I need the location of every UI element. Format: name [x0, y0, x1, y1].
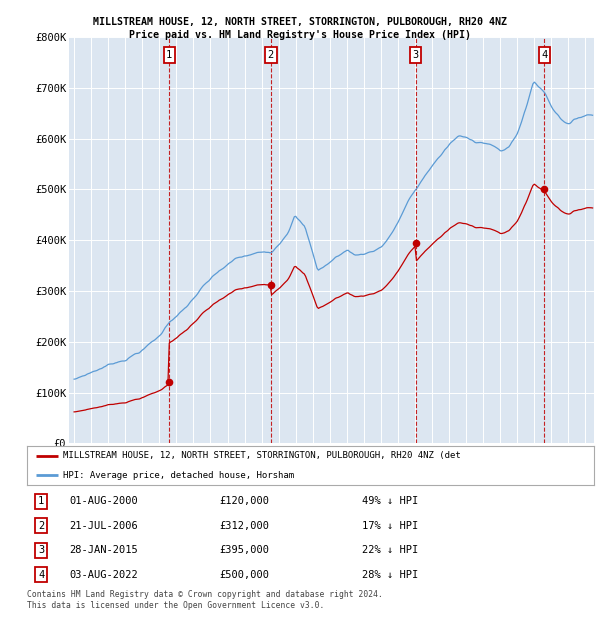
Text: 2: 2 [268, 50, 274, 60]
Text: £312,000: £312,000 [220, 521, 270, 531]
Text: 01-AUG-2000: 01-AUG-2000 [70, 496, 138, 506]
Text: 17% ↓ HPI: 17% ↓ HPI [362, 521, 418, 531]
Text: £395,000: £395,000 [220, 545, 270, 555]
Text: Price paid vs. HM Land Registry's House Price Index (HPI): Price paid vs. HM Land Registry's House … [129, 30, 471, 40]
Text: HPI: Average price, detached house, Horsham: HPI: Average price, detached house, Hors… [63, 471, 294, 480]
Text: 1: 1 [38, 496, 44, 506]
Text: 22% ↓ HPI: 22% ↓ HPI [362, 545, 418, 555]
Text: 28-JAN-2015: 28-JAN-2015 [70, 545, 138, 555]
Text: MILLSTREAM HOUSE, 12, NORTH STREET, STORRINGTON, PULBOROUGH, RH20 4NZ (det: MILLSTREAM HOUSE, 12, NORTH STREET, STOR… [63, 451, 460, 461]
Text: 2: 2 [38, 521, 44, 531]
Text: 21-JUL-2006: 21-JUL-2006 [70, 521, 138, 531]
Text: 3: 3 [413, 50, 419, 60]
Text: 4: 4 [541, 50, 547, 60]
Text: Contains HM Land Registry data © Crown copyright and database right 2024.
This d: Contains HM Land Registry data © Crown c… [27, 590, 383, 609]
Text: £120,000: £120,000 [220, 496, 270, 506]
Text: 3: 3 [38, 545, 44, 555]
Text: 4: 4 [38, 570, 44, 580]
Text: MILLSTREAM HOUSE, 12, NORTH STREET, STORRINGTON, PULBOROUGH, RH20 4NZ: MILLSTREAM HOUSE, 12, NORTH STREET, STOR… [93, 17, 507, 27]
Text: 28% ↓ HPI: 28% ↓ HPI [362, 570, 418, 580]
Text: 03-AUG-2022: 03-AUG-2022 [70, 570, 138, 580]
Text: 1: 1 [166, 50, 172, 60]
Text: £500,000: £500,000 [220, 570, 270, 580]
Text: 49% ↓ HPI: 49% ↓ HPI [362, 496, 418, 506]
